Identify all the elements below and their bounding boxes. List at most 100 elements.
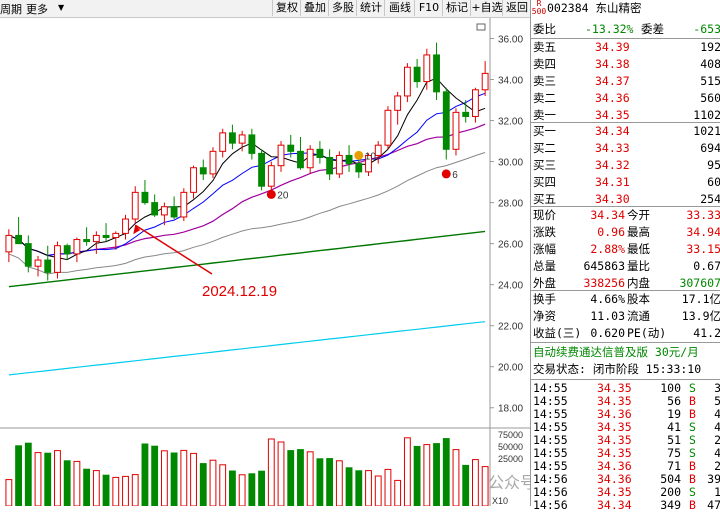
stat-value: 2.88% — [590, 242, 625, 256]
tick-side: S — [689, 420, 696, 434]
volume-bar — [102, 474, 110, 506]
candle-body — [122, 218, 129, 234]
quote-panel: R 500 002384 东山精密 委比 -13.32% 委差 -653 卖五 3… — [530, 0, 720, 512]
stat-value: 338256 — [583, 276, 625, 290]
volume-bar — [403, 437, 411, 506]
buy-level[interactable]: 买二 34.33 694 — [531, 140, 720, 157]
f10-button[interactable]: F10 — [414, 0, 443, 16]
period-menu[interactable]: 周期 — [0, 3, 22, 16]
candle-body — [190, 167, 197, 193]
volume-bar — [24, 442, 32, 506]
stat-row: 涨幅 2.88% 最低 33.15 — [531, 241, 720, 258]
candle-body — [306, 148, 314, 169]
draw-button[interactable]: 画线 — [384, 0, 415, 16]
volume-bar — [122, 475, 129, 506]
tick-time: 14:55 — [533, 420, 568, 434]
tick-side: S — [689, 446, 696, 460]
candle-body — [238, 134, 246, 144]
volume-bar — [83, 468, 91, 506]
volume-bar — [462, 464, 470, 506]
ma60-line — [8, 152, 486, 275]
kline-chart[interactable]: 36.00 34.00 32.00 30.00 28.00 26.00 24.00 22.00… — [0, 18, 530, 506]
tick-time: 14:55 — [533, 446, 568, 460]
y-tick-label: 30.00 — [498, 158, 523, 169]
sell-level[interactable]: 卖一 34.35 1102 — [531, 107, 720, 124]
tick-side: B — [689, 472, 696, 486]
volume-bar — [384, 468, 392, 506]
ma5-line — [8, 77, 486, 261]
overlay-button[interactable]: 叠加 — [300, 0, 329, 16]
stat-value: 34.94 — [686, 225, 720, 239]
tick-row: 14:56 34.35 200 S 1 — [531, 486, 720, 499]
tick-price: 34.35 — [597, 394, 632, 408]
sell-level[interactable]: 卖四 34.38 408 — [531, 56, 720, 73]
candle-body — [131, 191, 139, 220]
value: -653 — [693, 22, 720, 36]
buy-level[interactable]: 买一 34.34 1021 — [531, 123, 720, 140]
stat-label: 外盘 — [533, 276, 556, 290]
candle-body — [44, 259, 52, 273]
mark-button[interactable]: 标记 — [442, 0, 471, 16]
candle-body — [442, 91, 450, 150]
tick-price: 34.35 — [597, 420, 632, 434]
tick-time: 14:56 — [533, 485, 568, 499]
promo-banner[interactable]: 自动续费通达信普及版 30元/月 — [531, 344, 720, 361]
marker-20-dot — [266, 189, 276, 199]
back-button[interactable]: 返回 — [502, 0, 531, 16]
stat-label: 量比 — [627, 259, 650, 273]
level-volume: 95 — [707, 158, 720, 172]
volume-bar — [199, 463, 207, 506]
candle-body — [180, 191, 188, 218]
tick-row: 14:55 34.35 41 S 4 — [531, 421, 720, 434]
candle-body — [5, 234, 13, 253]
tick-volume: 200 — [660, 485, 681, 499]
volume-bar — [5, 479, 13, 506]
multi-stock-button[interactable]: 多股 — [328, 0, 357, 16]
level-volume: 1102 — [693, 108, 720, 122]
tick-volume: 19 — [667, 407, 681, 421]
candle-body — [452, 111, 460, 150]
marker-10-dot — [354, 150, 364, 160]
tick-side: B — [689, 459, 696, 473]
buy-level[interactable]: 买三 34.32 95 — [531, 157, 720, 174]
marker-20: 20 — [277, 190, 289, 201]
tick-price: 34.35 — [597, 381, 632, 395]
add-favorite-button[interactable]: +自选 — [470, 0, 503, 16]
tick-side: B — [689, 498, 696, 512]
tick-count: 1 — [714, 485, 720, 499]
level-volume: 1021 — [693, 124, 720, 138]
chart-toolbar: 周期 更多 ▼ 复权 叠加 多股 统计 画线 F10 标记 +自选 返回 — [0, 0, 530, 18]
candle-body — [384, 109, 392, 146]
level-price: 34.34 — [595, 124, 630, 138]
volume-bar — [190, 452, 197, 506]
level-label: 卖三 — [533, 74, 556, 88]
buy-level[interactable]: 买四 34.31 60 — [531, 174, 720, 191]
level-label: 买二 — [533, 141, 556, 155]
dropdown-arrow-icon[interactable]: ▼ — [58, 3, 65, 12]
tick-volume: 56 — [667, 394, 681, 408]
tick-row: 14:55 34.35 75 S 4 — [531, 447, 720, 460]
fund-label: 股本 — [627, 292, 650, 306]
sell-level[interactable]: 卖二 34.36 560 — [531, 90, 720, 107]
level-price: 34.37 — [595, 74, 630, 88]
promo-text[interactable]: 自动续费通达信普及版 30元/月 — [533, 345, 699, 359]
stat-label: 最高 — [627, 225, 650, 239]
stat-row: 总量 645863 量比 0.67 — [531, 258, 720, 275]
level-volume: 60 — [707, 175, 720, 189]
candle-body — [248, 134, 256, 154]
sell-level[interactable]: 卖三 34.37 515 — [531, 73, 720, 90]
candle-body — [63, 245, 71, 255]
buy-level[interactable]: 买五 34.30 254 — [531, 191, 720, 208]
stat-label: 内盘 — [627, 276, 650, 290]
level-label: 买四 — [533, 175, 556, 189]
tick-price: 34.35 — [597, 446, 632, 460]
sell-level[interactable]: 卖五 34.39 192 — [531, 39, 720, 56]
y-tick-label: 36.00 — [498, 35, 523, 46]
more-menu[interactable]: 更多 — [26, 3, 48, 16]
fund-row: 换手 4.66% 股本 17.1亿 — [531, 291, 720, 308]
candle-body — [413, 66, 421, 83]
stats-button[interactable]: 统计 — [356, 0, 385, 16]
trade-status: 交易状态: 闭市阶段 15:33:10 — [531, 361, 720, 378]
tick-count: 5 — [714, 394, 720, 408]
adjust-button[interactable]: 复权 — [272, 0, 301, 16]
